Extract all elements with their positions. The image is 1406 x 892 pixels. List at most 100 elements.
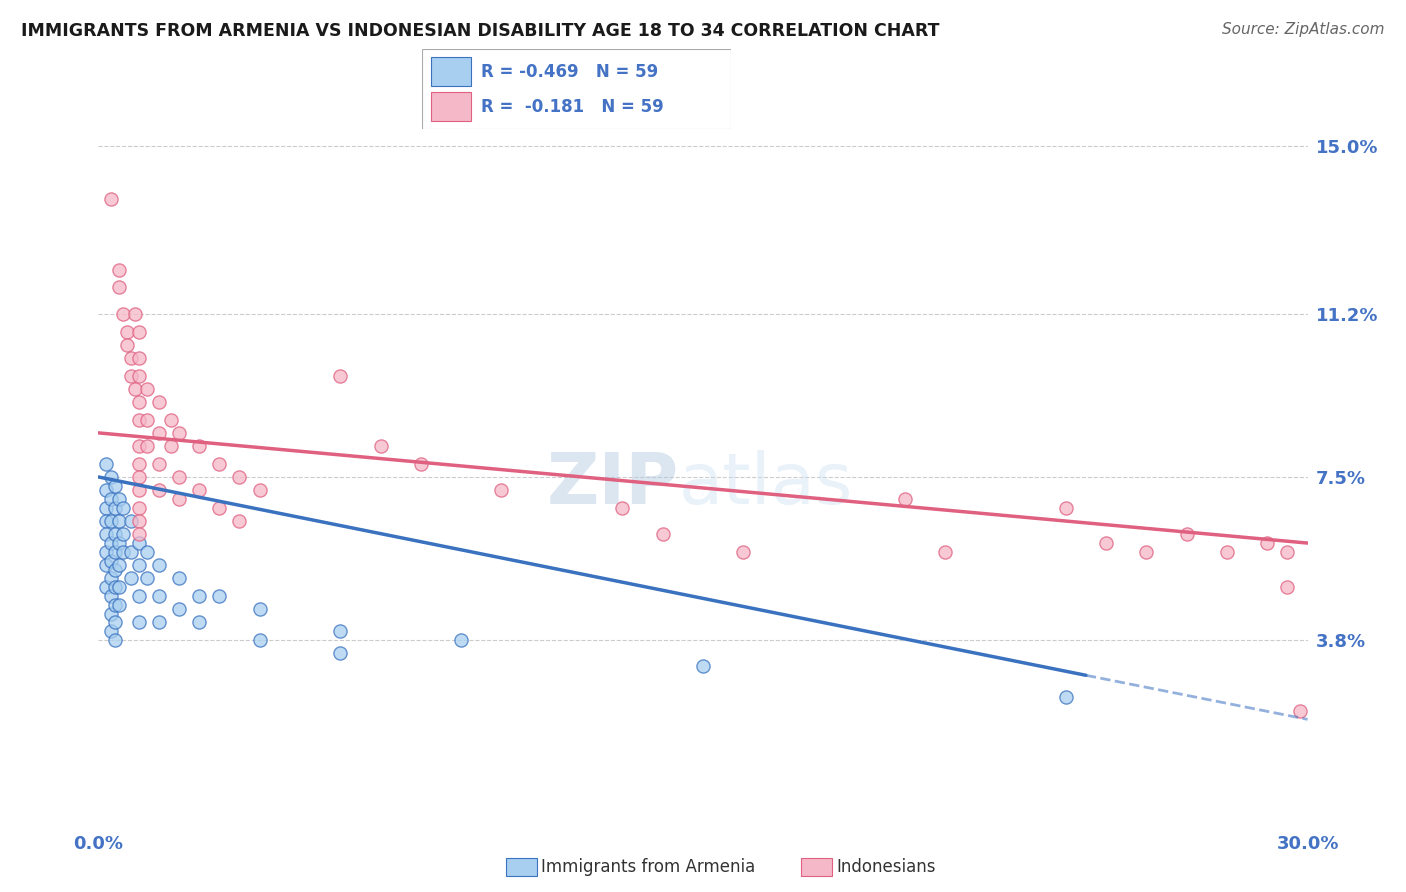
Text: atlas: atlas [679,450,853,519]
Point [733,545,755,559]
Point [111,500,134,515]
Point [148,425,170,440]
Point [103,500,125,515]
Point [100,554,122,568]
Point [135,439,157,453]
Point [107,580,129,594]
Point [228,470,250,484]
Point [103,545,125,559]
Point [128,457,150,471]
Point [128,325,150,339]
Point [100,571,122,585]
Point [100,536,122,550]
Point [128,470,150,484]
Point [329,646,352,660]
Point [96,580,118,594]
Point [103,615,125,630]
Point [128,615,150,630]
Point [124,382,146,396]
Point [115,337,138,351]
Point [115,325,138,339]
Point [612,500,634,515]
Point [100,514,122,528]
Point [208,589,231,603]
Point [167,571,190,585]
Point [148,457,170,471]
Point [188,615,211,630]
Point [135,412,157,426]
Point [208,500,231,515]
Point [135,382,157,396]
Point [1175,527,1198,541]
Text: Source: ZipAtlas.com: Source: ZipAtlas.com [1222,22,1385,37]
Point [120,545,142,559]
Point [120,351,142,365]
Point [1288,704,1310,718]
Point [148,395,170,409]
Point [128,500,150,515]
Point [135,545,157,559]
Point [103,598,125,612]
Point [107,536,129,550]
Point [160,412,183,426]
Point [651,527,673,541]
Point [329,368,352,383]
Point [96,558,118,573]
FancyBboxPatch shape [422,49,731,129]
Point [893,491,915,506]
Point [128,368,150,383]
Point [491,483,513,498]
Point [188,483,211,498]
Point [228,514,250,528]
Point [107,514,129,528]
Point [1135,545,1157,559]
Point [409,457,432,471]
FancyBboxPatch shape [432,93,471,121]
Point [128,589,150,603]
Point [100,589,122,603]
Point [1277,580,1299,594]
Point [103,562,125,576]
Point [103,633,125,648]
Point [100,607,122,621]
Text: R =  -0.181   N = 59: R = -0.181 N = 59 [481,98,664,116]
Point [160,439,183,453]
Point [128,395,150,409]
Point [120,368,142,383]
Point [128,558,150,573]
Point [100,470,122,484]
Point [103,479,125,493]
Point [934,545,956,559]
Point [100,624,122,639]
Point [148,558,170,573]
Text: Indonesians: Indonesians [837,858,936,876]
Point [96,457,118,471]
Point [96,545,118,559]
Point [135,571,157,585]
Point [107,558,129,573]
Text: ZIP: ZIP [547,450,679,519]
Point [1054,500,1077,515]
Point [1277,545,1299,559]
Point [167,470,190,484]
Point [128,483,150,498]
Point [1216,545,1239,559]
Point [100,491,122,506]
Point [96,500,118,515]
Point [167,602,190,616]
Point [450,633,472,648]
Point [329,624,352,639]
Point [103,580,125,594]
Point [111,307,134,321]
Point [128,527,150,541]
Point [692,659,714,673]
Point [167,491,190,506]
Point [188,439,211,453]
Point [1054,690,1077,705]
Point [249,483,271,498]
Point [124,307,146,321]
Point [148,589,170,603]
Point [167,425,190,440]
Point [148,483,170,498]
Point [107,598,129,612]
